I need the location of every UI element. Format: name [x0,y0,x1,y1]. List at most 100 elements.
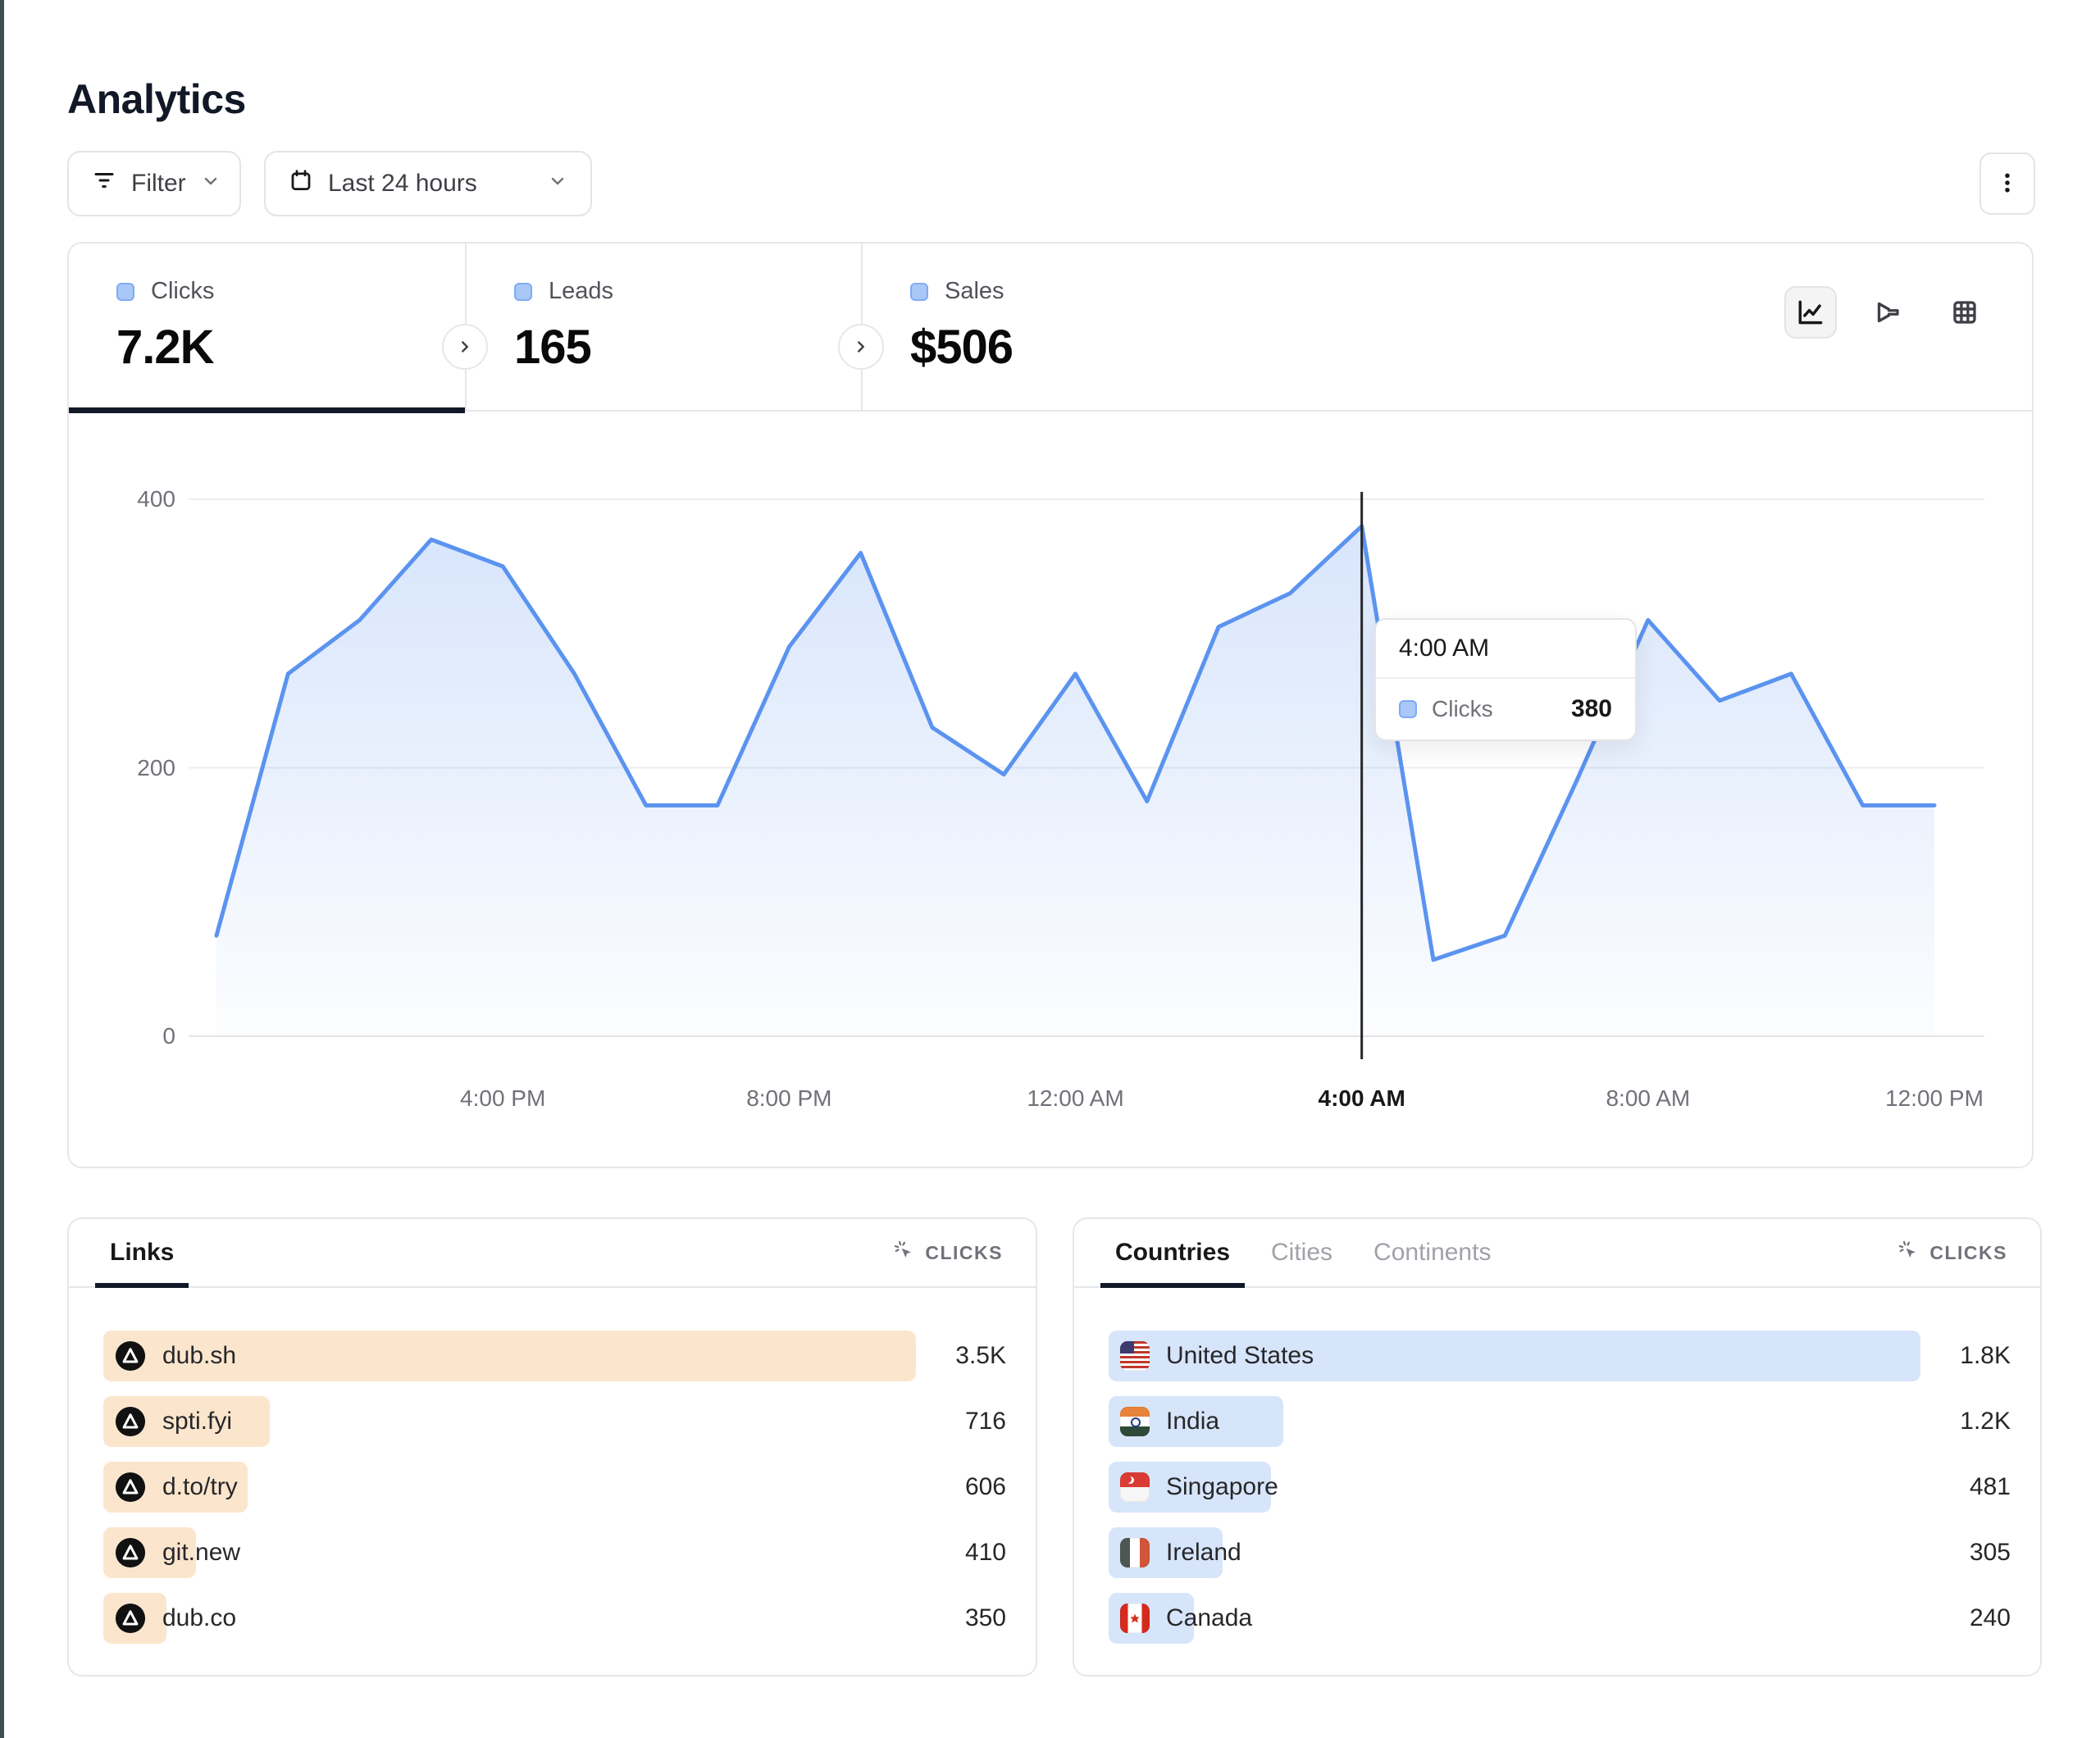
cursor-click-icon [893,1240,915,1267]
line-chart-view-button[interactable] [1784,286,1837,339]
link-row[interactable]: dub.co 350 [103,1593,1006,1644]
chevron-down-icon [201,170,221,198]
link-row[interactable]: git.new 410 [103,1527,1006,1578]
tooltip-value: 380 [1570,695,1612,722]
link-row[interactable]: dub.sh 3.5K [103,1331,1006,1381]
date-range-label: Last 24 hours [328,170,477,197]
country-clicks-value: 1.8K [1960,1342,2011,1369]
date-range-button[interactable]: Last 24 hours [264,151,592,216]
links-rows: dub.sh 3.5K spti.fyi 716 d.to/try 606 [103,1331,1006,1658]
dub-logo-icon [115,1406,146,1437]
expand-clicks-button[interactable] [442,324,488,370]
tooltip-time: 4:00 AM [1376,620,1635,679]
country-name: Ireland [1166,1539,1241,1566]
links-card-header: Links CLICKS [69,1219,1036,1288]
chart-canvas [189,492,1984,1059]
x-axis-tick: 8:00 AM [1606,1085,1691,1111]
india-flag-icon [1120,1407,1150,1436]
leads-legend-chip-icon [514,282,532,301]
x-axis-tick: 4:00 AM [1318,1085,1405,1111]
country-name: United States [1166,1342,1314,1369]
sales-legend-chip-icon [910,282,928,301]
x-axis-tick: 12:00 PM [1885,1085,1984,1111]
dub-logo-icon [115,1472,146,1503]
country-row[interactable]: Canada 240 [1109,1593,2011,1644]
x-axis-tick: 12:00 AM [1027,1085,1124,1111]
funnel-chart-view-button[interactable] [1861,286,1914,339]
link-clicks-value: 606 [964,1473,1006,1500]
page-title: Analytics [67,76,246,122]
value-bar [1109,1331,1920,1381]
tab-leads[interactable]: Leads 165 [465,243,861,412]
country-clicks-value: 305 [1969,1539,2011,1566]
chart-view-toggle [1784,286,1991,339]
tooltip-series-label: Clicks [1432,696,1493,721]
country-clicks-value: 240 [1969,1604,2011,1631]
filter-button[interactable]: Filter [67,151,241,216]
tooltip-legend-chip-icon [1399,700,1417,718]
links-card: Links CLICKS dub.sh 3.5K [67,1217,1037,1677]
links-metric-selector[interactable]: CLICKS [893,1240,1003,1267]
dub-logo-icon [115,1603,146,1634]
canada-flag-icon [1120,1604,1150,1633]
y-axis-labels: 0 200 400 [100,461,175,1084]
tab-continents[interactable]: Continents [1373,1239,1492,1266]
country-row[interactable]: United States 1.8K [1109,1331,2011,1381]
country-row[interactable]: India 1.2K [1109,1396,2011,1447]
countries-metric-selector[interactable]: CLICKS [1897,1240,2007,1267]
analytics-chart-card: Clicks 7.2K Leads 165 Sales $506 [67,242,2034,1168]
x-axis-tick: 8:00 PM [746,1085,832,1111]
stat-label: Sales [945,278,1004,304]
dub-logo-icon [115,1340,146,1372]
stat-value: $506 [910,321,1014,374]
chart-tooltip: 4:00 AM Clicks 380 [1374,618,1637,741]
cursor-click-icon [1897,1240,1920,1267]
stat-label: Clicks [151,278,215,304]
left-edge-divider [0,0,4,1738]
clicks-line [214,524,1937,962]
country-name: Singapore [1166,1473,1278,1500]
value-bar [103,1331,916,1381]
country-row[interactable]: Singapore 481 [1109,1462,2011,1513]
country-name: India [1166,1408,1220,1435]
y-axis-tick: 400 [137,486,175,512]
y-axis-tick: 200 [137,754,175,780]
calendar-icon [289,168,313,199]
link-clicks-value: 350 [964,1604,1006,1631]
link-name: dub.sh [162,1342,237,1369]
stat-value: 165 [514,321,592,374]
countries-card-header: Countries Cities Continents CLICKS [1074,1219,2040,1288]
kebab-menu-icon [1995,169,2020,199]
us-flag-icon [1120,1341,1150,1371]
link-name: git.new [162,1539,241,1566]
link-clicks-value: 410 [964,1539,1006,1566]
y-axis-tick: 0 [162,1023,175,1049]
tab-clicks[interactable]: Clicks 7.2K [69,243,465,413]
countries-rows: United States 1.8K India 1.2K Singapore … [1109,1331,2011,1658]
filter-icon [92,168,116,199]
tab-sales[interactable]: Sales $506 [861,243,1257,412]
link-name: spti.fyi [162,1408,233,1435]
link-row[interactable]: d.to/try 606 [103,1462,1006,1513]
stat-label: Leads [549,278,614,304]
table-view-button[interactable] [1938,286,1991,339]
tab-links[interactable]: Links [94,1219,189,1288]
expand-leads-button[interactable] [838,324,884,370]
tab-cities[interactable]: Cities [1271,1239,1333,1266]
link-clicks-value: 3.5K [955,1342,1006,1369]
filter-label: Filter [131,170,186,197]
country-name: Canada [1166,1604,1253,1631]
more-options-button[interactable] [1979,152,2035,215]
link-name: d.to/try [162,1473,238,1500]
link-clicks-value: 716 [964,1408,1006,1435]
metric-label: CLICKS [1929,1241,2007,1263]
metric-label: CLICKS [925,1241,1003,1263]
clicks-legend-chip-icon [116,282,134,301]
country-row[interactable]: Ireland 305 [1109,1527,2011,1578]
link-row[interactable]: spti.fyi 716 [103,1396,1006,1447]
clicks-area-chart[interactable]: 4:00 PM 8:00 PM 12:00 AM 4:00 AM 8:00 AM 12:0… [189,461,1986,1125]
tab-countries[interactable]: Countries [1100,1219,1246,1288]
ireland-flag-icon [1120,1538,1150,1567]
chevron-down-icon [548,170,567,198]
